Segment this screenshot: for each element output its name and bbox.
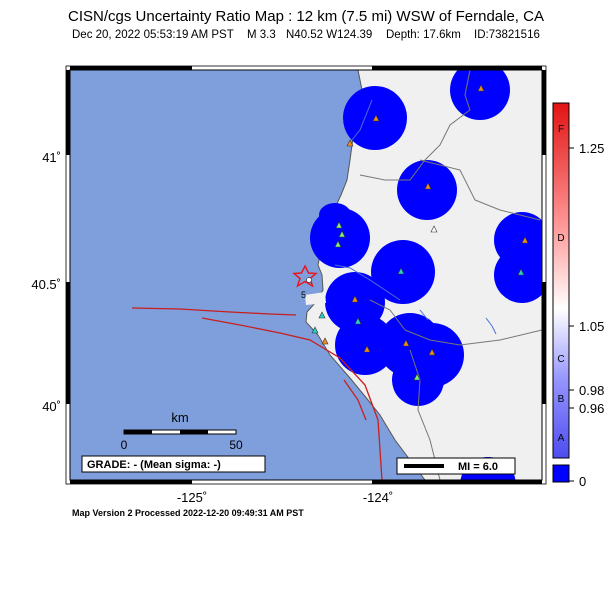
processed-footer: Map Version 2 Processed 2022-12-20 09:49… <box>72 508 304 518</box>
scale-bar: km 0 50 <box>121 410 243 452</box>
grade-letter-a: A <box>558 433 565 444</box>
event-location: N40.52 W124.39 <box>286 29 373 41</box>
land-patch <box>305 292 326 305</box>
grade-letter-d: D <box>557 233 564 244</box>
frame-border <box>66 66 546 484</box>
mi-legend-text: MI = 6.0 <box>458 461 498 473</box>
grade-letter-b: B <box>558 394 565 405</box>
colorbar-value-1-25: 1.25 <box>579 141 604 156</box>
station-label: 5 <box>301 290 306 300</box>
fault-lines <box>131 307 383 480</box>
event-depth: Depth: 17.6km <box>386 29 461 41</box>
colorbar-value-0-98: 0.98 <box>579 383 604 398</box>
mi-legend <box>396 457 516 475</box>
scale-unit: km <box>171 410 188 425</box>
stations <box>311 84 529 381</box>
reference-city <box>306 277 312 283</box>
scale-start: 0 <box>121 438 128 452</box>
colorbar-value-0-96: 0.96 <box>579 401 604 416</box>
colorbar-value-0: 0 <box>579 474 586 489</box>
grade-letter-c: C <box>557 354 564 365</box>
boundaries <box>359 70 542 480</box>
grade-letter-f: F <box>558 124 564 135</box>
colorbar: F D C B A 1.25 1.05 0.98 0.96 0 <box>552 102 604 489</box>
rivers <box>334 99 497 335</box>
map-frame <box>69 69 543 481</box>
lon-label-125: -125˚ <box>177 490 207 505</box>
colorbar-value-1-05: 1.05 <box>579 319 604 334</box>
grade-text: GRADE: - (Mean sigma: -) <box>87 459 221 471</box>
epicenter-star <box>292 264 318 288</box>
map-title: CISN/cgs Uncertainty Ratio Map : 12 km (… <box>68 8 544 25</box>
event-id: ID:73821516 <box>474 29 540 41</box>
lat-label-40: 40˚ <box>42 399 61 414</box>
event-date: Dec 20, 2022 05:53:19 AM PST <box>72 29 234 41</box>
lon-label-124: -124˚ <box>363 490 393 505</box>
scale-end: 50 <box>229 438 243 452</box>
grade-box <box>81 455 266 473</box>
event-magnitude: M 3.3 <box>247 29 276 41</box>
lat-label-40-5: 40.5˚ <box>31 277 61 292</box>
lat-label-41: 41˚ <box>42 150 61 165</box>
